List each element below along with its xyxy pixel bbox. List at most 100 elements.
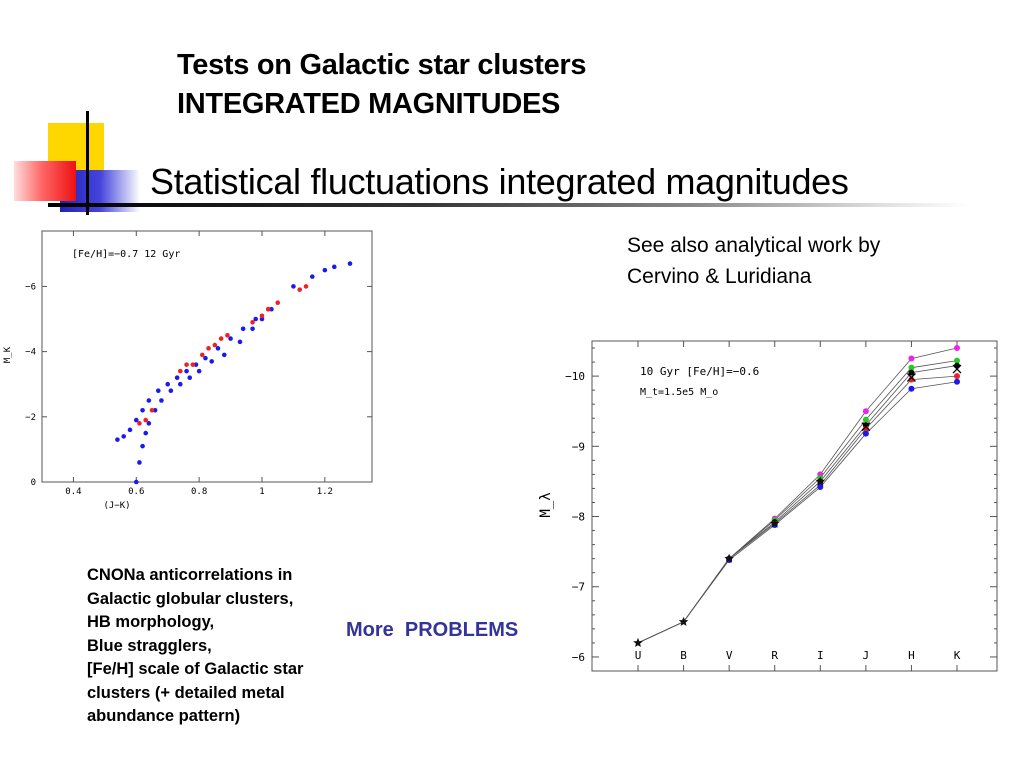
data-point — [152, 407, 158, 413]
data-point — [221, 352, 227, 358]
data-point — [146, 421, 152, 426]
data-point — [954, 378, 960, 385]
data-point — [159, 398, 164, 403]
see-also-text: See also analytical work by Cervino & Lu… — [627, 230, 880, 292]
data-point — [240, 326, 246, 332]
mean-marker — [633, 637, 643, 647]
mean-marker — [724, 553, 734, 563]
cmd-chart: 0.4 0.6 0.8 1 1.2 0 −2 −4 −6 (J−K) M_K [Fe/H]=−0.7 … — [3, 230, 373, 511]
data-point — [908, 385, 915, 392]
data-point — [133, 417, 139, 423]
chart-annotation: M_t=1.5e5 M_o — [640, 387, 718, 398]
data-point — [309, 274, 315, 279]
data-point — [155, 388, 161, 394]
series-line — [637, 375, 958, 644]
data-point — [143, 430, 149, 436]
mean-marker — [952, 364, 962, 374]
mean-marker — [906, 373, 916, 382]
data-point — [184, 368, 189, 374]
data-point — [347, 261, 353, 266]
x-tick-label: U — [635, 649, 642, 662]
data-point — [908, 369, 915, 376]
data-point — [275, 300, 281, 306]
data-point — [196, 368, 202, 374]
data-point — [954, 373, 960, 380]
data-point — [218, 336, 224, 341]
data-point — [146, 398, 152, 403]
y-axis-label: M_λ — [538, 492, 554, 517]
mean-marker — [770, 518, 780, 528]
data-point — [143, 417, 149, 423]
chart-annotation: 10 Gyr [Fe/H]=−0.6 — [640, 365, 759, 378]
data-point — [215, 346, 221, 351]
data-point — [140, 443, 145, 449]
x-tick-label: R — [771, 649, 778, 662]
data-point — [331, 264, 337, 270]
data-point — [133, 479, 139, 485]
data-point — [177, 368, 183, 374]
data-point — [817, 484, 824, 491]
note-line: Blue stragglers, — [87, 636, 212, 655]
data-point — [954, 345, 960, 352]
slide-subtitle: Statistical fluctuations integrated magn… — [150, 161, 849, 202]
note-line: abundance pattern) — [87, 707, 241, 725]
plot-frame — [41, 230, 373, 483]
deco-vertical-line — [86, 111, 89, 215]
see-also-line1: See also analytical work by — [627, 234, 881, 257]
data-point — [862, 430, 869, 437]
data-point — [174, 375, 180, 380]
data-point — [127, 427, 133, 433]
y-tick-label: −6 — [25, 282, 36, 292]
integrated-magnitudes-chart: −6 −7 −8 −9 −10 U B V R I J H K M_λ 10 Gyr [Fe/H]=−0.6… — [538, 340, 998, 672]
slide-title: Tests on Galactic star clusters — [177, 49, 587, 81]
x-tick-label: J — [863, 649, 870, 662]
data-point — [908, 364, 915, 371]
x-tick-label: 0.4 — [65, 487, 81, 497]
x-tick-label: H — [908, 649, 915, 662]
data-point — [199, 352, 205, 358]
x-tick-label: 0.6 — [128, 487, 144, 497]
note-line: Galactic globular clusters, — [87, 589, 294, 608]
data-point — [187, 375, 193, 380]
y-tick-label: −2 — [25, 413, 36, 423]
y-tick-label: −4 — [25, 348, 36, 358]
data-point — [137, 421, 142, 426]
mean-marker — [815, 476, 825, 486]
y-tick-label: −10 — [565, 370, 585, 383]
data-point — [225, 333, 230, 338]
data-point — [862, 416, 869, 423]
see-also-line2: Cervino & Luridiana — [627, 265, 812, 288]
x-tick-label: K — [954, 649, 961, 662]
data-point — [269, 306, 274, 312]
x-tick-label: V — [726, 649, 733, 662]
chart-annotation: [Fe/H]=−0.7 12 Gyr — [72, 249, 180, 260]
data-point — [177, 381, 183, 387]
data-point — [209, 359, 215, 364]
y-tick-label: −6 — [572, 651, 585, 664]
data-point — [212, 342, 218, 348]
more-problems-link[interactable]: More PROBLEMS — [346, 619, 519, 641]
x-tick-label: I — [817, 649, 824, 662]
data-point — [297, 287, 303, 292]
data-point — [121, 434, 127, 439]
x-tick-label: 1.2 — [317, 487, 333, 497]
data-point — [203, 355, 208, 361]
data-point — [168, 388, 174, 394]
data-point — [908, 355, 915, 362]
data-point — [237, 339, 243, 345]
slide-title-line2: INTEGRATED MAGNITUDES — [177, 88, 561, 120]
note-line: clusters (+ detailed metal — [87, 683, 285, 702]
data-point — [303, 284, 309, 289]
data-point — [184, 362, 189, 367]
data-point — [259, 313, 265, 319]
y-tick-label: −8 — [572, 511, 585, 524]
data-point — [190, 362, 196, 367]
x-axis-label: (J−K) — [103, 501, 130, 511]
data-point — [165, 381, 171, 387]
title-underline — [48, 203, 968, 207]
data-point — [265, 306, 271, 312]
data-point — [291, 284, 296, 289]
data-point — [259, 316, 265, 322]
data-point — [115, 437, 120, 442]
data-point — [137, 460, 142, 465]
